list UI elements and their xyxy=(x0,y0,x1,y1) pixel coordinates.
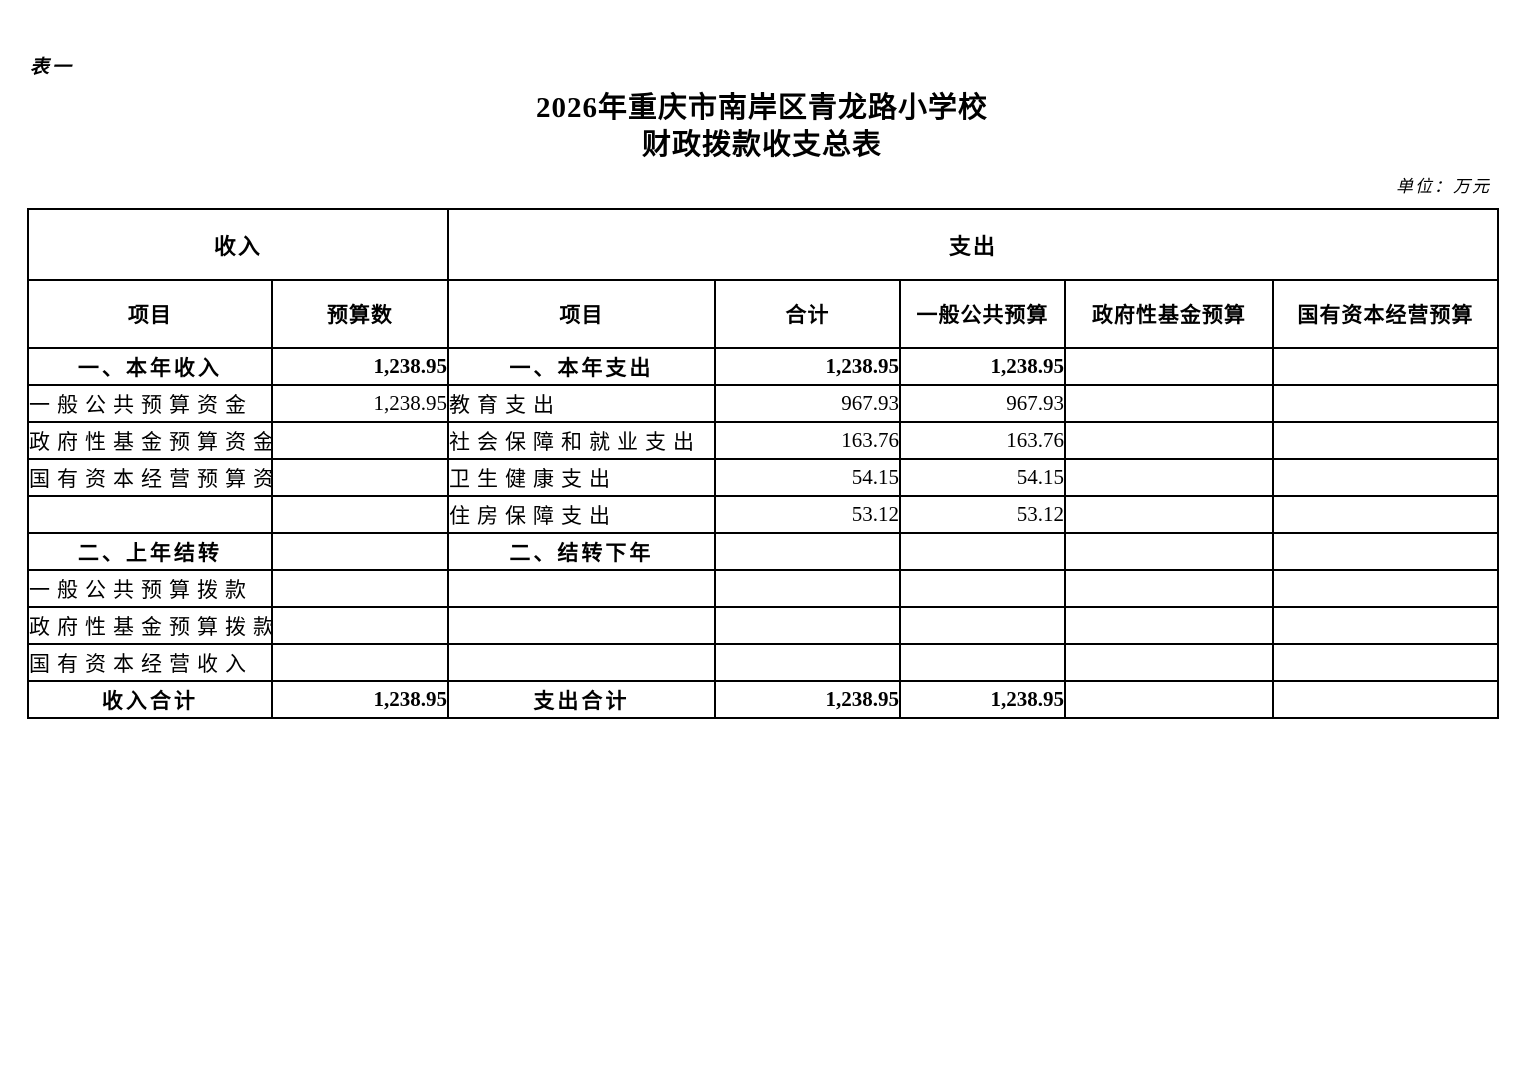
state-capital-budget-cell xyxy=(1272,643,1500,682)
income-budget-cell xyxy=(270,532,450,571)
table-row: 政府性基金预算资金 社会保障和就业支出 163.76 163.76 xyxy=(27,421,1500,460)
table-row: 国有资本经营收入 xyxy=(27,643,1500,682)
general-public-budget-cell xyxy=(899,532,1067,571)
state-capital-budget-cell xyxy=(1272,495,1500,534)
expense-total-cell: 1,238.95 xyxy=(714,347,902,386)
income-budget-cell xyxy=(270,458,450,497)
expense-item-cell: 一、本年支出 xyxy=(447,347,717,386)
expense-total-cell: 54.15 xyxy=(714,458,902,497)
group-header-row: 收入 支出 xyxy=(26,208,1500,281)
general-public-budget-header: 一般公共预算 xyxy=(899,279,1067,349)
income-item-cell: 国有资本经营收入 xyxy=(27,643,273,682)
expense-item-cell: 卫生健康支出 xyxy=(447,458,717,497)
income-budget-cell xyxy=(270,606,450,645)
gov-fund-budget-header: 政府性基金预算 xyxy=(1064,279,1275,349)
expense-item-header: 项目 xyxy=(447,279,717,349)
table-row: 国有资本经营预算资金 卫生健康支出 54.15 54.15 xyxy=(27,458,1500,497)
income-budget-header: 预算数 xyxy=(270,279,450,349)
gov-fund-budget-cell xyxy=(1064,532,1275,571)
expense-group-header: 支出 xyxy=(447,208,1500,281)
general-public-budget-cell xyxy=(899,569,1067,608)
expense-item-cell xyxy=(447,606,717,645)
page-subtitle: 财政拨款收支总表 xyxy=(641,129,882,161)
expense-item-cell: 住房保障支出 xyxy=(447,495,717,534)
gov-fund-budget-cell xyxy=(1064,347,1275,386)
income-budget-cell xyxy=(270,569,450,608)
income-item-cell: 收入合计 xyxy=(27,680,273,719)
income-item-cell: 一般公共预算拨款 xyxy=(27,569,273,608)
expense-total-cell: 1,238.95 xyxy=(714,680,902,719)
page-title: 2026年重庆市南岸区青龙路小学校 xyxy=(535,92,988,124)
income-item-cell: 政府性基金预算拨款 xyxy=(27,606,273,645)
gov-fund-budget-cell xyxy=(1064,458,1275,497)
state-capital-budget-cell xyxy=(1272,384,1500,423)
state-capital-budget-cell xyxy=(1272,532,1500,571)
income-item-cell: 国有资本经营预算资金 xyxy=(27,458,273,497)
expense-item-cell xyxy=(447,569,717,608)
state-capital-budget-cell xyxy=(1272,569,1500,608)
expense-item-cell: 二、结转下年 xyxy=(447,532,717,571)
state-capital-budget-cell xyxy=(1272,347,1500,386)
table-row: 住房保障支出 53.12 53.12 xyxy=(27,495,1500,534)
state-capital-budget-cell xyxy=(1272,680,1500,719)
income-item-cell: 一、本年收入 xyxy=(27,347,273,386)
state-capital-budget-header: 国有资本经营预算 xyxy=(1272,279,1500,349)
expense-item-cell xyxy=(447,643,717,682)
income-budget-cell xyxy=(270,643,450,682)
table-row: 政府性基金预算拨款 xyxy=(27,606,1500,645)
gov-fund-budget-cell xyxy=(1064,643,1275,682)
income-budget-cell: 1,238.95 xyxy=(270,680,450,719)
table-row: 二、上年结转 二、结转下年 xyxy=(27,532,1500,571)
table-row: 收入合计 1,238.95 支出合计 1,238.95 1,238.95 xyxy=(27,680,1500,719)
expense-total-cell xyxy=(714,532,902,571)
table-row: 一般公共预算资金 1,238.95 教育支出 967.93 967.93 xyxy=(27,384,1500,423)
title-block: 2026年重庆市南岸区青龙路小学校 财政拨款收支总表 xyxy=(27,90,1497,164)
general-public-budget-cell: 163.76 xyxy=(899,421,1067,460)
unit-note: 单位：万元 xyxy=(1396,177,1491,196)
gov-fund-budget-cell xyxy=(1064,680,1275,719)
income-item-cell: 政府性基金预算资金 xyxy=(27,421,273,460)
gov-fund-budget-cell xyxy=(1064,421,1275,460)
expense-total-cell: 967.93 xyxy=(714,384,902,423)
income-item-cell xyxy=(27,495,273,534)
general-public-budget-cell: 53.12 xyxy=(899,495,1067,534)
income-budget-cell xyxy=(270,421,450,460)
gov-fund-budget-cell xyxy=(1064,495,1275,534)
general-public-budget-cell: 1,238.95 xyxy=(899,680,1067,719)
gov-fund-budget-cell xyxy=(1064,384,1275,423)
state-capital-budget-cell xyxy=(1272,458,1500,497)
gov-fund-budget-cell xyxy=(1064,606,1275,645)
general-public-budget-cell: 54.15 xyxy=(899,458,1067,497)
expense-total-cell xyxy=(714,569,902,608)
column-header-row: 项目 预算数 项目 合计 一般公共预算 政府性基金预算 国有资本经营预算 xyxy=(27,279,1500,349)
expense-total-cell xyxy=(714,606,902,645)
income-budget-cell: 1,238.95 xyxy=(270,384,450,423)
expense-total-cell xyxy=(714,643,902,682)
income-budget-cell xyxy=(270,495,450,534)
expense-item-cell: 教育支出 xyxy=(447,384,717,423)
state-capital-budget-cell xyxy=(1272,421,1500,460)
budget-summary-table: 收入 支出 项目 预算数 项目 合计 一般公共预算 政府性基金预算 国有资本经营… xyxy=(26,208,1500,719)
income-item-cell: 二、上年结转 xyxy=(27,532,273,571)
expense-item-cell: 支出合计 xyxy=(447,680,717,719)
table-label: 表一 xyxy=(30,57,75,78)
expense-total-header: 合计 xyxy=(714,279,902,349)
expense-total-cell: 53.12 xyxy=(714,495,902,534)
general-public-budget-cell: 967.93 xyxy=(899,384,1067,423)
table-row: 一、本年收入 1,238.95 一、本年支出 1,238.95 1,238.95 xyxy=(27,347,1500,386)
general-public-budget-cell xyxy=(899,606,1067,645)
general-public-budget-cell xyxy=(899,643,1067,682)
table-row: 一般公共预算拨款 xyxy=(27,569,1500,608)
expense-total-cell: 163.76 xyxy=(714,421,902,460)
expense-item-cell: 社会保障和就业支出 xyxy=(447,421,717,460)
income-group-header: 收入 xyxy=(26,208,450,281)
general-public-budget-cell: 1,238.95 xyxy=(899,347,1067,386)
gov-fund-budget-cell xyxy=(1064,569,1275,608)
income-item-header: 项目 xyxy=(27,279,273,349)
income-budget-cell: 1,238.95 xyxy=(270,347,450,386)
income-item-cell: 一般公共预算资金 xyxy=(27,384,273,423)
state-capital-budget-cell xyxy=(1272,606,1500,645)
